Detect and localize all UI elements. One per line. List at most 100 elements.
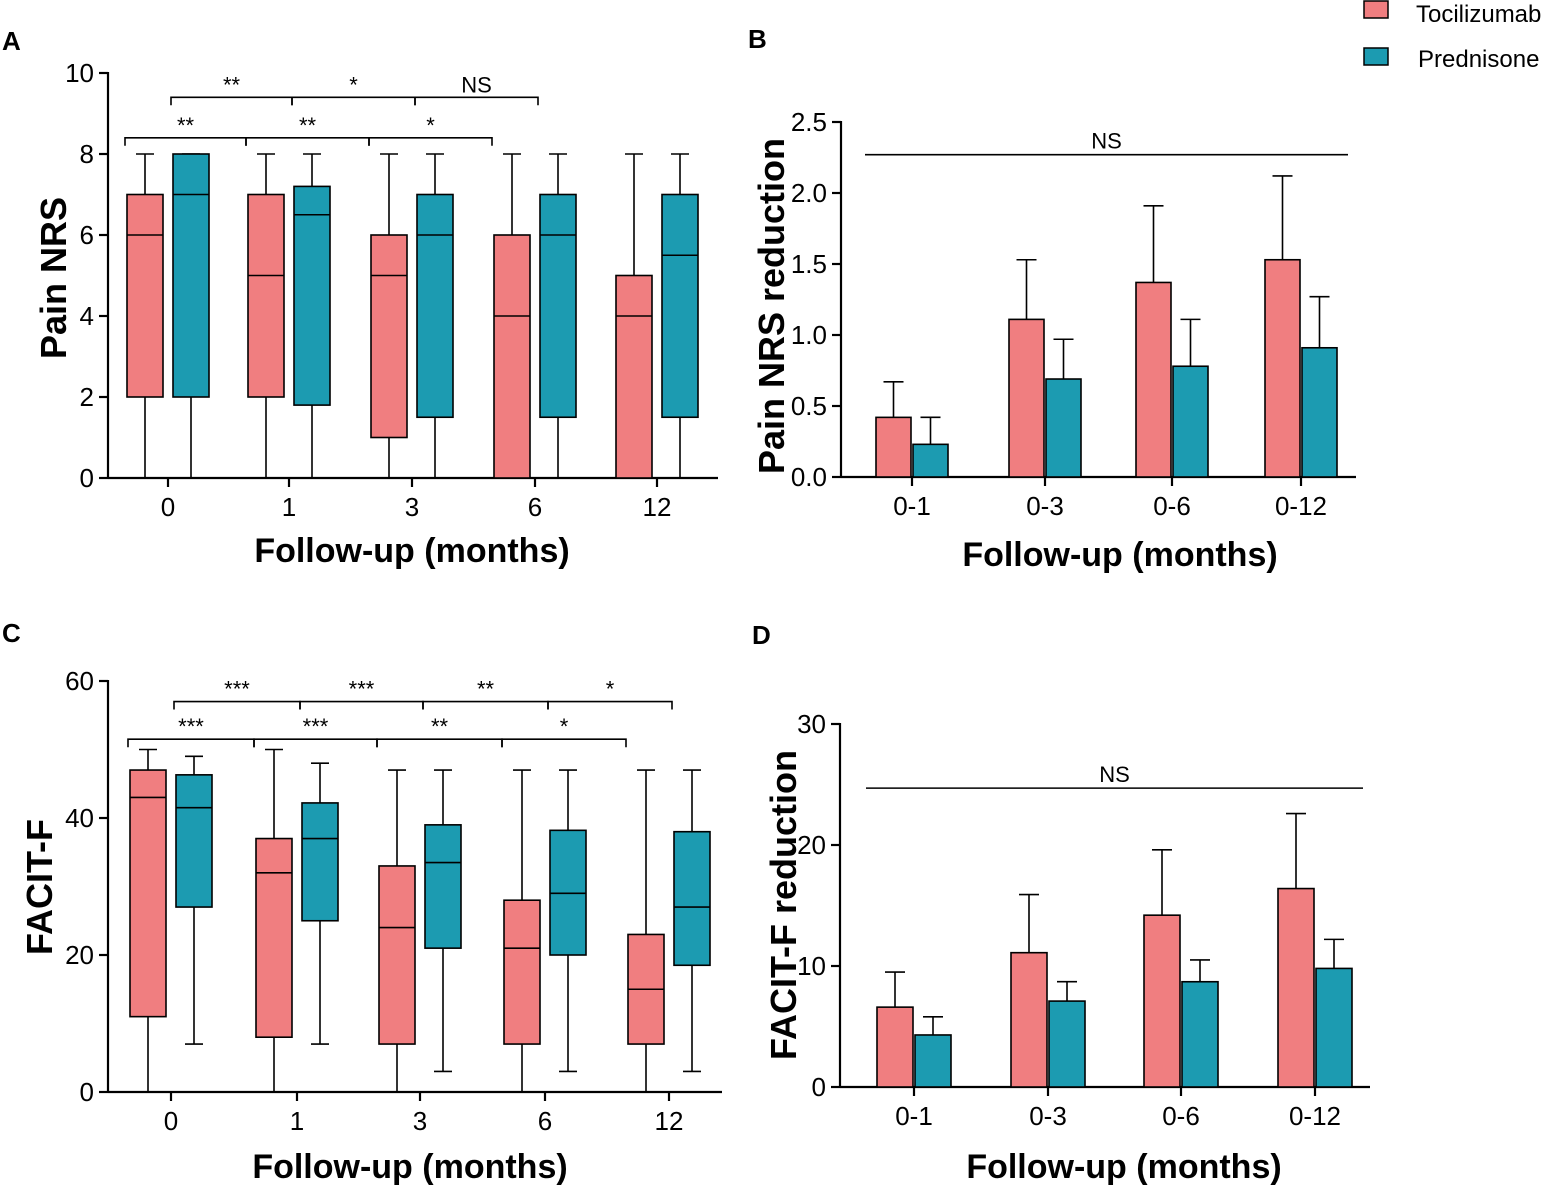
panel-c-x-tick-label: 1 <box>290 1106 304 1136</box>
panel-c-y-axis-label: FACIT-F <box>19 819 60 955</box>
panel-b-x-axis-label: Follow-up (months) <box>962 536 1277 574</box>
panel-c-x-axis-label: Follow-up (months) <box>252 1148 567 1186</box>
panel-c-box-prednisone <box>301 802 339 922</box>
panel-a-significance-label: * <box>349 72 358 97</box>
panel-a-y-tick-label: 8 <box>80 139 94 169</box>
panel-c-significance-label: ** <box>477 677 495 702</box>
panel-c-significance-bracket <box>376 738 503 748</box>
panel-a-x-tick-label: 3 <box>405 492 419 522</box>
panel-label-b: B <box>748 24 767 54</box>
panel-d-bar-prednisone <box>1315 967 1353 1088</box>
panel-c-significance-bracket <box>253 738 378 748</box>
panel-d-y-tick-label: 10 <box>797 951 826 981</box>
panel-a-box-tocilizumab <box>370 234 408 439</box>
panel-d-bar-tocilizumab <box>1010 951 1048 1088</box>
panel-a-y-tick-label: 0 <box>80 463 94 493</box>
legend-label-tocilizumab: Tocilizumab <box>1416 1 1541 28</box>
panel-d-bar-tocilizumab <box>1143 914 1181 1088</box>
panel-b-y-tick-label: 0.0 <box>791 462 827 492</box>
panel-d-x-axis-label: Follow-up (months) <box>966 1148 1281 1186</box>
panel-b-x-tick-label: 0-1 <box>893 491 931 521</box>
panel-b-y-tick-label: 0.5 <box>791 391 827 421</box>
panel-a-box-prednisone <box>293 185 331 406</box>
panel-a-x-axis-label: Follow-up (months) <box>254 532 569 570</box>
panel-c-y-tick-label: 0 <box>80 1077 94 1107</box>
panel-b-y-tick-label: 2.0 <box>791 178 827 208</box>
panel-a-significance-bracket <box>245 137 370 146</box>
panel-b-y-tick-label: 2.5 <box>791 107 827 137</box>
panel-c-x-tick-label: 6 <box>538 1106 552 1136</box>
panel-b-y-tick-label: 1.0 <box>791 320 827 350</box>
panel-a-y-axis-label: Pain NRS <box>33 197 74 359</box>
panel-c-significance-bracket <box>299 700 424 710</box>
panel-d-ns-label: NS <box>1099 762 1130 787</box>
legend-label-prednisone: Prednisone <box>1418 46 1539 73</box>
panel-d-y-tick-label: 0 <box>812 1072 826 1102</box>
panel-c-box-tocilizumab <box>129 769 167 1018</box>
panel-a-box-prednisone <box>539 193 577 419</box>
panel-c-x-tick-label: 12 <box>655 1106 684 1136</box>
panel-a-y-tick-label: 4 <box>80 301 94 331</box>
panel-a-pain-nrs-boxplot: Pain NRS Follow-up (months) 0 2 4 6 8 10 0 1 3 6 1… <box>33 58 718 570</box>
panel-c-significance-label: *** <box>178 714 204 739</box>
panel-d-x-tick-label: 0-12 <box>1289 1101 1341 1131</box>
panel-c-significance-bracket <box>127 738 255 748</box>
panel-b-ns-label: NS <box>1091 129 1122 154</box>
panel-a-significance-label: NS <box>461 72 492 97</box>
panel-b-bar-prednisone <box>1045 378 1082 478</box>
panel-d-bar-tocilizumab <box>1277 887 1315 1088</box>
panel-c-box-prednisone <box>424 824 462 949</box>
panel-a-significance-bracket <box>124 137 247 146</box>
panel-d-y-axis-label: FACIT-F reduction <box>763 750 804 1060</box>
panel-a-significance-label: * <box>426 113 435 138</box>
panel-c-significance-label: *** <box>224 677 250 702</box>
panel-a-box-tocilizumab <box>126 193 164 398</box>
panel-a-significance-label: ** <box>223 72 241 97</box>
panel-label-d: D <box>752 620 771 650</box>
panel-a-x-tick-label: 1 <box>282 492 296 522</box>
panel-label-c: C <box>2 618 21 648</box>
panel-d-x-tick-label: 0-1 <box>895 1101 933 1131</box>
panel-d-x-tick-label: 0-3 <box>1029 1101 1067 1131</box>
panel-a-box-tocilizumab <box>493 234 531 479</box>
panel-c-significance-label: *** <box>349 677 375 702</box>
panel-a-significance-label: ** <box>177 113 195 138</box>
panel-d-facit-f-reduction-bars: FACIT-F reduction Follow-up (months) 0 10… <box>763 709 1370 1186</box>
panel-c-significance-label: * <box>560 714 569 739</box>
panel-a-significance-bracket <box>414 96 539 106</box>
panel-d-bar-tocilizumab <box>876 1006 914 1088</box>
panel-b-x-tick-label: 0-12 <box>1275 491 1327 521</box>
panel-b-x-tick-label: 0-6 <box>1153 491 1191 521</box>
panel-c-y-tick-label: 20 <box>65 940 94 970</box>
legend-swatch-prednisone <box>1363 47 1389 66</box>
panel-label-a: A <box>2 26 21 56</box>
panel-c-x-tick-label: 0 <box>164 1106 178 1136</box>
panel-b-pain-nrs-reduction-bars: Pain NRS reduction Follow-up (months) 0.… <box>751 107 1356 574</box>
panel-b-y-tick-label: 1.5 <box>791 249 827 279</box>
panel-b-bar-prednisone <box>912 443 949 478</box>
panel-c-significance-bracket <box>501 738 627 748</box>
panel-a-y-tick-label: 6 <box>80 220 94 250</box>
panel-c-box-tocilizumab <box>255 837 293 1038</box>
panel-a-x-tick-label: 12 <box>643 492 672 522</box>
panel-c-box-tocilizumab <box>378 865 416 1045</box>
panel-d-x-tick-label: 0-6 <box>1162 1101 1200 1131</box>
panel-d-y-tick-label: 30 <box>797 709 826 739</box>
panel-b-bar-tocilizumab <box>875 416 912 478</box>
legend: Tocilizumab Prednisone <box>1363 0 1541 73</box>
panel-c-significance-bracket <box>422 700 549 710</box>
panel-c-facit-f-boxplot: FACIT-F Follow-up (months) 0 20 40 60 0 1 3 6 12… <box>19 666 722 1186</box>
panel-b-bar-tocilizumab <box>1264 258 1301 478</box>
panel-a-box-tocilizumab <box>615 274 653 479</box>
panel-a-significance-bracket <box>368 137 493 146</box>
panel-b-x-tick-label: 0-3 <box>1026 491 1064 521</box>
panel-a-significance-bracket <box>170 96 293 106</box>
panel-a-box-prednisone <box>416 193 454 419</box>
panel-a-y-tick-label: 10 <box>65 58 94 88</box>
panel-d-bar-prednisone <box>914 1034 952 1088</box>
panel-c-x-tick-label: 3 <box>413 1106 427 1136</box>
panel-c-box-prednisone <box>673 830 711 967</box>
panel-c-significance-bracket <box>173 700 301 710</box>
panel-c-box-prednisone <box>175 774 213 908</box>
